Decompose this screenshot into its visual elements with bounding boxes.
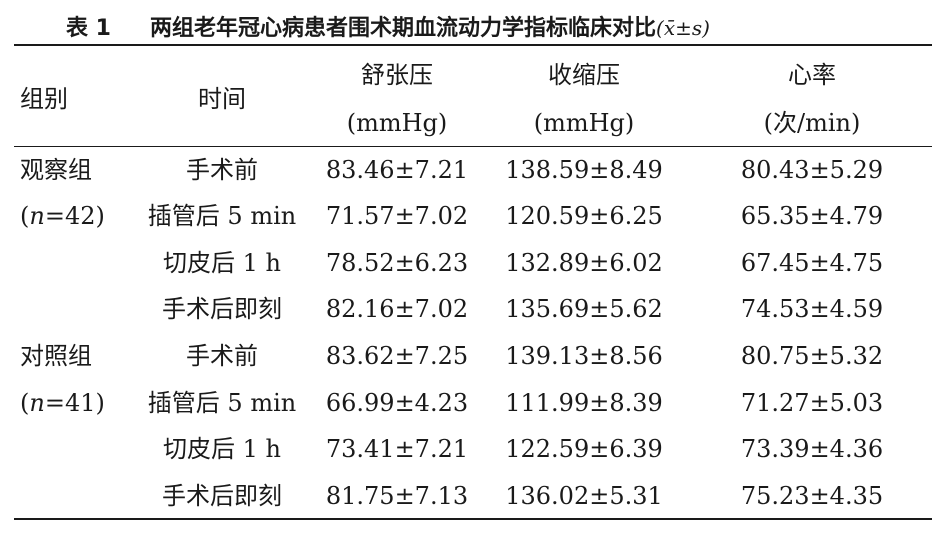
heart-rate-cell: 71.27±5.03 <box>740 389 884 417</box>
time-cell: 插管后 5 min <box>147 202 297 230</box>
diastolic-cell: 83.62±7.25 <box>325 342 469 370</box>
systolic-cell: 138.59±8.49 <box>505 156 663 184</box>
heart-rate-cell: 80.75±5.32 <box>740 342 884 370</box>
diastolic-cell: 81.75±7.13 <box>325 482 469 510</box>
time-cell: 切皮后 1 h <box>163 435 281 463</box>
systolic-cell: 122.59±6.39 <box>505 435 663 463</box>
diastolic-cell: 82.16±7.02 <box>325 295 469 323</box>
table-caption: 表 1 两组老年冠心病患者围术期血流动力学指标临床对比(x̄±s) <box>0 6 948 42</box>
time-cell: 手术后即刻 <box>162 482 282 510</box>
systolic-cell: 111.99±8.39 <box>505 389 663 417</box>
header-rule <box>14 146 932 147</box>
header-group: 组别 <box>20 85 68 113</box>
diastolic-cell: 73.41±7.21 <box>325 435 469 463</box>
heart-rate-cell: 73.39±4.36 <box>740 435 884 463</box>
time-cell: 插管后 5 min <box>147 389 297 417</box>
table-title-symbol: (x̄±s) <box>656 16 710 40</box>
diastolic-cell: 83.46±7.21 <box>325 156 469 184</box>
systolic-cell: 136.02±5.31 <box>505 482 663 510</box>
bottom-rule <box>14 518 932 520</box>
systolic-cell: 135.69±5.62 <box>505 295 663 323</box>
header-heart-rate-unit: (次/min) <box>763 109 861 137</box>
diastolic-cell: 71.57±7.02 <box>325 202 469 230</box>
group-name: 观察组 <box>20 156 92 184</box>
systolic-cell: 132.89±6.02 <box>505 249 663 277</box>
time-cell: 切皮后 1 h <box>163 249 281 277</box>
header-systolic: 收缩压 <box>548 61 620 89</box>
group-size: (n=42) <box>20 202 105 230</box>
header-systolic-unit: (mmHg) <box>533 109 635 137</box>
header-diastolic-unit: (mmHg) <box>346 109 448 137</box>
group-name: 对照组 <box>20 342 92 370</box>
time-cell: 手术后即刻 <box>162 295 282 323</box>
header-time: 时间 <box>198 85 246 113</box>
time-cell: 手术前 <box>186 342 258 370</box>
time-cell: 手术前 <box>186 156 258 184</box>
table-number: 表 1 <box>66 16 111 41</box>
diastolic-cell: 78.52±6.23 <box>325 249 469 277</box>
table-title: 两组老年冠心病患者围术期血流动力学指标临床对比(x̄±s) <box>150 10 710 42</box>
heart-rate-cell: 75.23±4.35 <box>740 482 884 510</box>
systolic-cell: 139.13±8.56 <box>505 342 663 370</box>
heart-rate-cell: 65.35±4.79 <box>740 202 884 230</box>
table-title-text: 两组老年冠心病患者围术期血流动力学指标临床对比 <box>150 16 657 41</box>
top-rule <box>14 44 932 46</box>
heart-rate-cell: 67.45±4.75 <box>740 249 884 277</box>
group-size: (n=41) <box>20 389 105 417</box>
diastolic-cell: 66.99±4.23 <box>325 389 469 417</box>
header-diastolic: 舒张压 <box>361 61 433 89</box>
systolic-cell: 120.59±6.25 <box>505 202 663 230</box>
heart-rate-cell: 80.43±5.29 <box>740 156 884 184</box>
header-heart-rate: 心率 <box>788 61 836 89</box>
heart-rate-cell: 74.53±4.59 <box>740 295 884 323</box>
